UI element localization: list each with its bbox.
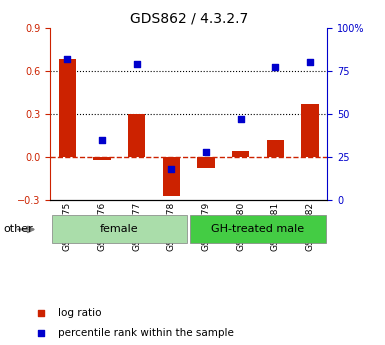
Text: GH-treated male: GH-treated male xyxy=(211,225,305,234)
Bar xyxy=(93,157,111,160)
Bar xyxy=(266,140,284,157)
Bar xyxy=(232,151,249,157)
Point xyxy=(255,55,261,60)
Bar xyxy=(59,59,76,157)
Title: GDS862 / 4.3.2.7: GDS862 / 4.3.2.7 xyxy=(129,11,248,25)
Point xyxy=(134,61,140,67)
Bar xyxy=(301,104,318,157)
Point xyxy=(307,59,313,65)
FancyBboxPatch shape xyxy=(52,215,187,244)
Bar xyxy=(128,114,145,157)
Point xyxy=(238,116,244,122)
FancyBboxPatch shape xyxy=(190,215,325,244)
Point xyxy=(255,243,261,248)
Bar xyxy=(162,157,180,196)
Text: log ratio: log ratio xyxy=(58,308,101,317)
Text: percentile rank within the sample: percentile rank within the sample xyxy=(58,328,233,338)
Point xyxy=(168,166,174,172)
Text: other: other xyxy=(4,225,33,234)
Point xyxy=(99,137,105,142)
Text: female: female xyxy=(100,225,139,234)
Point xyxy=(272,65,278,70)
Point xyxy=(203,149,209,155)
Point xyxy=(64,56,70,61)
Bar xyxy=(197,157,215,168)
